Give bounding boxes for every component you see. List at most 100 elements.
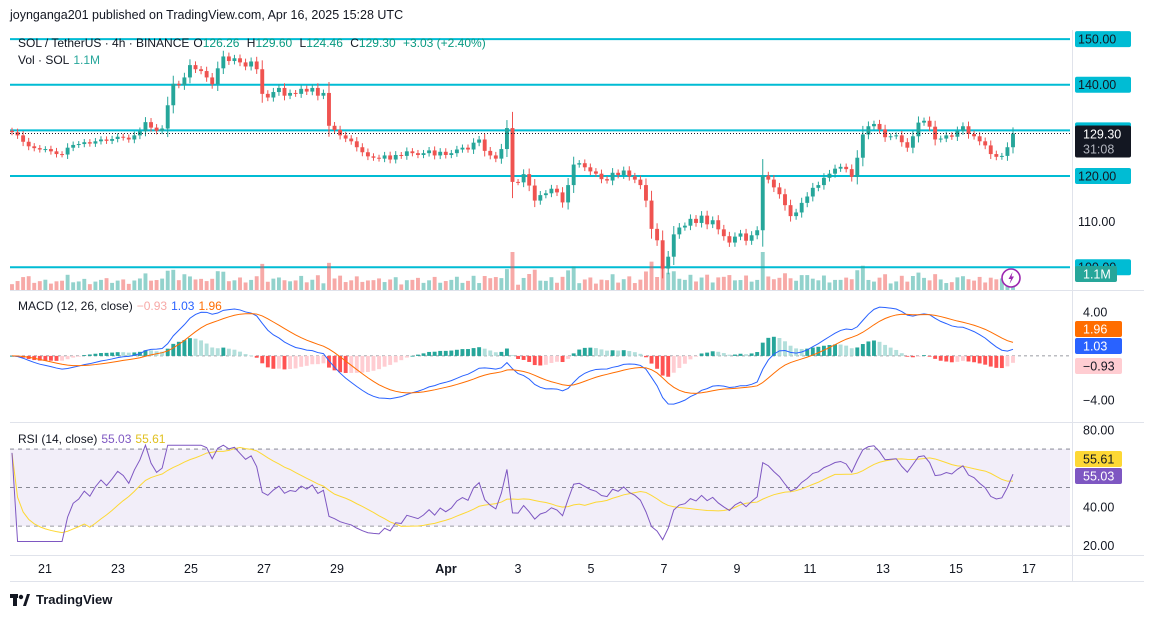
time-axis-tick: 3 xyxy=(515,562,522,576)
volume-bar xyxy=(143,273,148,290)
macd-histogram-bar xyxy=(972,355,977,363)
macd-histogram-bar xyxy=(872,340,876,356)
macd-histogram-bar xyxy=(504,348,509,356)
volume-bar xyxy=(54,281,59,290)
tradingview-brand[interactable]: TradingView xyxy=(10,592,112,607)
volume-bar xyxy=(710,282,715,290)
volume-bar xyxy=(454,276,459,290)
volume-value: 1.1M xyxy=(73,53,101,67)
macd-histogram-bar xyxy=(99,353,103,356)
candle-body xyxy=(454,149,459,154)
time-axis-tick: Apr xyxy=(435,562,457,576)
volume-bar xyxy=(955,277,960,290)
macd-value-tag xyxy=(1075,358,1122,374)
volume-bar xyxy=(688,274,693,290)
volume-bar xyxy=(949,282,954,290)
candle-body xyxy=(488,150,493,156)
macd-histogram-bar xyxy=(910,355,915,358)
candle-body xyxy=(749,235,754,241)
symbol-label[interactable]: SOL / TetherUS · 4h · BINANCE xyxy=(18,36,190,50)
volume-bar xyxy=(121,279,126,290)
macd-histogram-bar xyxy=(48,355,53,361)
volume-bar xyxy=(71,282,76,290)
macd-histogram-bar xyxy=(416,354,420,356)
volume-bar xyxy=(410,279,415,290)
macd-label[interactable]: MACD (12, 26, close) xyxy=(18,299,133,313)
macd-histogram-bar xyxy=(488,350,493,356)
candle-body xyxy=(571,164,576,186)
macd-histogram-bar xyxy=(176,341,181,356)
candle-body xyxy=(849,169,854,177)
volume-bar xyxy=(994,279,999,290)
volume-bar xyxy=(632,283,637,290)
candle-body xyxy=(516,181,521,183)
rsi-label[interactable]: RSI (14, close) xyxy=(18,432,98,446)
macd-histogram-bar xyxy=(410,355,415,357)
volume-bar xyxy=(321,283,326,290)
candle-body xyxy=(226,56,231,62)
macd-histogram-bar xyxy=(188,338,192,356)
macd-histogram-bar xyxy=(249,355,254,357)
macd-histogram-bar xyxy=(199,340,204,356)
macd-histogram-bar xyxy=(599,349,604,356)
volume-bar xyxy=(727,275,732,290)
volume-bar xyxy=(560,276,565,290)
candle-body xyxy=(910,136,915,148)
macd-histogram-bar xyxy=(666,355,671,377)
volume-bar xyxy=(938,279,943,290)
candle-body xyxy=(627,170,632,177)
volume-bar xyxy=(521,277,526,290)
candle-body xyxy=(65,147,70,155)
macd-value-tag-label: 1.96 xyxy=(1083,323,1107,337)
candle-body xyxy=(682,225,687,228)
macd-histogram-bar xyxy=(104,352,109,356)
macd-histogram-bar xyxy=(365,355,370,372)
macd-histogram-bar xyxy=(210,347,215,356)
candle-body xyxy=(794,212,799,217)
macd-axis-tick: 4.00 xyxy=(1083,305,1107,319)
macd-histogram-bar xyxy=(610,350,615,356)
volume-label[interactable]: Vol · SOL xyxy=(18,53,70,67)
macd-histogram-bar xyxy=(877,341,882,356)
macd-histogram-bar xyxy=(755,352,760,356)
candle-body xyxy=(32,146,37,149)
candle-body xyxy=(60,154,64,156)
volume-bar xyxy=(210,278,215,290)
time-axis-tick: 11 xyxy=(804,562,817,576)
rsi-legend: RSI (14, close) 55.03 55.61 xyxy=(18,432,169,446)
candle-body xyxy=(321,92,326,96)
volume-bar xyxy=(276,277,281,290)
macd-histogram-bar xyxy=(560,355,565,363)
volume-bar xyxy=(377,278,381,290)
volume-bar xyxy=(644,271,648,290)
macd-histogram-bar xyxy=(983,355,988,365)
candle-body xyxy=(460,147,465,150)
candle-body xyxy=(538,195,543,201)
candle-body xyxy=(977,136,982,142)
volume-bar xyxy=(649,261,654,290)
candle-body xyxy=(827,173,832,178)
macd-histogram-bar xyxy=(82,355,87,356)
volume-bar xyxy=(810,278,815,290)
candle-body xyxy=(671,234,676,257)
macd-histogram-bar xyxy=(621,350,626,356)
macd-histogram-bar xyxy=(705,352,710,356)
macd-histogram-bar xyxy=(777,338,782,356)
macd-histogram-bar xyxy=(121,352,126,356)
macd-histogram-bar xyxy=(632,352,637,356)
macd-histogram-bar xyxy=(93,353,98,356)
candle-body xyxy=(916,122,921,137)
candle-body xyxy=(705,215,710,225)
candle-body xyxy=(410,151,415,154)
macd-line xyxy=(11,306,1014,405)
volume-bar xyxy=(927,280,932,290)
volume-bar xyxy=(354,276,359,290)
candle-body xyxy=(15,132,20,136)
candle-body xyxy=(732,236,737,243)
volume-bar xyxy=(910,276,915,290)
rsi-axis-tick: 40.00 xyxy=(1083,500,1114,514)
volume-bar xyxy=(477,283,482,290)
volume-bar xyxy=(404,280,409,290)
macd-histogram-bar xyxy=(527,355,532,362)
